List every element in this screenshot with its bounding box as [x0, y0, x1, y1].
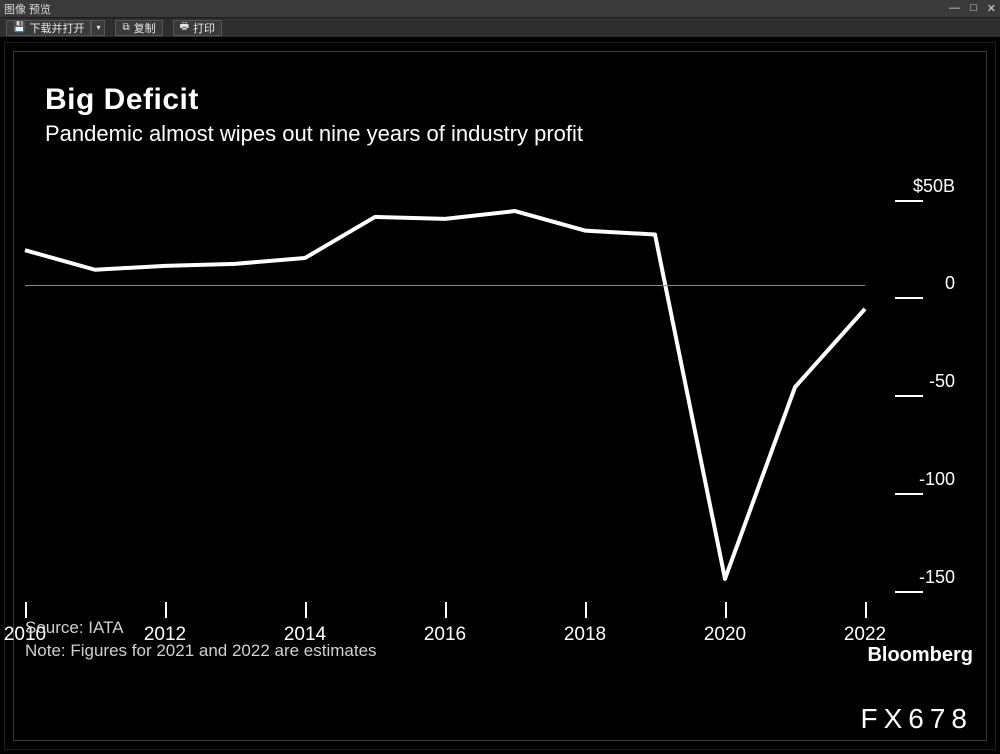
chart-watermark: FX678: [861, 703, 974, 735]
y-tick-label: 0: [895, 273, 955, 294]
x-tick-mark: [725, 602, 727, 618]
chart-svg: [25, 168, 935, 618]
y-tick-label: $50B: [895, 176, 955, 197]
y-tick-mark: [895, 591, 923, 593]
y-tick-label: -50: [895, 371, 955, 392]
x-tick-label: 2016: [424, 624, 466, 646]
zero-gridline: [25, 285, 865, 286]
y-tick-mark: [895, 297, 923, 299]
x-tick-mark: [865, 602, 867, 618]
print-label: 打印: [193, 20, 215, 36]
x-tick-mark: [585, 602, 587, 618]
chart-container: Big Deficit Pandemic almost wipes out ni…: [4, 42, 996, 750]
series-line: [25, 211, 865, 579]
chart-brand: Bloomberg: [867, 644, 973, 667]
chart-title: Big Deficit: [45, 83, 583, 117]
window-controls: — □ ✕: [949, 2, 996, 15]
x-tick-label: 2018: [564, 624, 606, 646]
window-titlebar: 图像 预览 — □ ✕: [0, 0, 1000, 18]
download-open-label: 下载并打开: [29, 20, 84, 36]
chart-footer: Source: IATA Note: Figures for 2021 and …: [25, 617, 377, 663]
chart-source: Source: IATA: [25, 617, 377, 640]
y-tick-label: -100: [895, 469, 955, 490]
save-icon: 💾: [13, 22, 25, 33]
toolbar: 💾 下载并打开 ▾ ⧉ 复制 🖶 打印: [0, 18, 1000, 38]
x-tick-mark: [305, 602, 307, 618]
copy-icon: ⧉: [122, 22, 129, 33]
minimize-button[interactable]: —: [949, 2, 960, 15]
copy-button[interactable]: ⧉ 复制: [115, 20, 162, 36]
y-tick-label: -150: [895, 567, 955, 588]
x-tick-mark: [165, 602, 167, 618]
y-tick-mark: [895, 493, 923, 495]
print-icon: 🖶: [180, 19, 189, 36]
y-tick-mark: [895, 395, 923, 397]
copy-label: 复制: [134, 20, 156, 36]
x-tick-mark: [445, 602, 447, 618]
x-tick-label: 2020: [704, 624, 746, 646]
chart-plot-area: $50B0-50-100-150201020122014201620182020…: [25, 168, 935, 618]
print-button[interactable]: 🖶 打印: [173, 20, 222, 36]
download-open-button[interactable]: 💾 下载并打开: [6, 20, 91, 36]
chart-title-block: Big Deficit Pandemic almost wipes out ni…: [45, 83, 583, 147]
close-button[interactable]: ✕: [987, 2, 996, 15]
x-tick-mark: [25, 602, 27, 618]
chart-note: Note: Figures for 2021 and 2022 are esti…: [25, 640, 377, 663]
window-title: 图像 预览: [4, 1, 51, 17]
y-tick-mark: [895, 200, 923, 202]
chart-subtitle: Pandemic almost wipes out nine years of …: [45, 121, 583, 147]
maximize-button[interactable]: □: [970, 2, 977, 15]
download-open-dropdown[interactable]: ▾: [91, 20, 105, 36]
x-tick-label: 2022: [844, 624, 886, 646]
